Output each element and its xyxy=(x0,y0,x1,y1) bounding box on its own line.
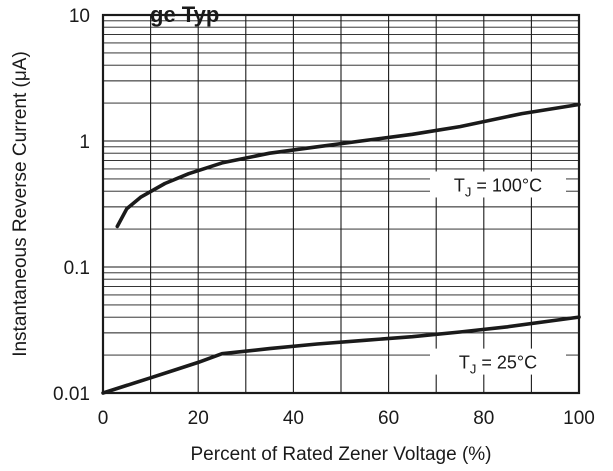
curve-label-100c: TJ = 100°C xyxy=(454,175,542,199)
curve-labels: TJ = 100°C TJ = 25°C xyxy=(430,171,566,377)
grid xyxy=(103,15,579,393)
series-line-100c xyxy=(115,102,581,229)
curve-label-25c: TJ = 25°C xyxy=(459,353,537,377)
y-tick-labels: 0.01 0.1 1 10 xyxy=(53,6,90,405)
curve-label-bg xyxy=(430,171,566,198)
series-line-25c xyxy=(101,315,581,395)
x-tick-label: 100 xyxy=(563,408,595,429)
y-tick-label: 10 xyxy=(69,6,90,27)
x-tick-label: 40 xyxy=(283,408,304,429)
x-axis-title: Percent of Rated Zener Voltage (%) xyxy=(191,444,492,465)
y-axis-title: Instantaneous Reverse Current (μA) xyxy=(10,51,31,357)
y-tick-label: 0.01 xyxy=(53,384,90,405)
series-group xyxy=(101,102,581,395)
x-tick-label: 20 xyxy=(188,408,209,429)
x-tick-labels: 0 20 40 60 80 100 xyxy=(98,408,595,429)
x-tick-label: 80 xyxy=(473,408,494,429)
plot-frame xyxy=(101,13,581,395)
x-tick-label: 0 xyxy=(98,408,109,429)
curve-label-bg xyxy=(430,348,566,375)
y-tick-label: 1 xyxy=(79,132,90,153)
y-tick-label: 0.1 xyxy=(64,258,90,279)
x-tick-label: 60 xyxy=(378,408,399,429)
